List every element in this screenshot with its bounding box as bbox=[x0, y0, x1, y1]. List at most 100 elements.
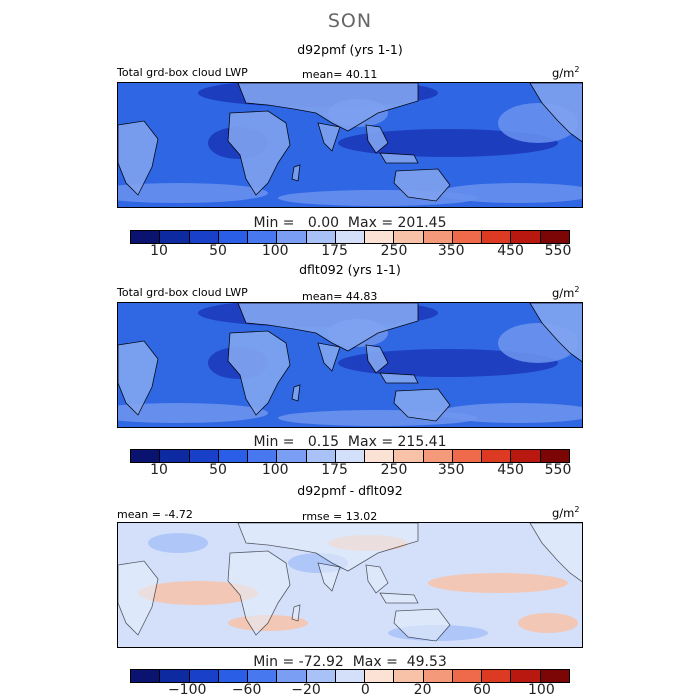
colorbar-tick-label: 350 bbox=[437, 243, 465, 259]
colorbar-tick-label: 250 bbox=[380, 243, 408, 259]
panel-3-title: d92pmf - dflt092 bbox=[297, 483, 403, 498]
coastline bbox=[237, 523, 419, 572]
colorbar-tick-label: 100 bbox=[528, 682, 555, 698]
colorbar-swatch bbox=[482, 670, 512, 682]
panel-2-colorbar bbox=[130, 449, 570, 463]
field-region bbox=[518, 613, 578, 633]
colorbar-swatch bbox=[335, 670, 366, 682]
colorbar-swatch bbox=[277, 231, 307, 243]
colorbar-tick-label: 60 bbox=[473, 682, 491, 698]
coastline bbox=[118, 560, 159, 636]
field-region bbox=[438, 403, 582, 423]
colorbar-swatch bbox=[365, 231, 395, 243]
colorbar-swatch bbox=[189, 670, 219, 682]
colorbar-tick-label: 450 bbox=[497, 462, 524, 478]
colorbar-swatch bbox=[540, 670, 569, 682]
panel-1-mean: mean= 40.11 bbox=[302, 68, 378, 81]
colorbar-swatch bbox=[277, 670, 307, 682]
colorbar-tick-label: 50 bbox=[209, 243, 227, 259]
colorbar-swatch bbox=[160, 450, 190, 462]
coastline bbox=[237, 83, 419, 132]
panel-1-colorbar bbox=[130, 230, 570, 244]
coastline bbox=[291, 164, 301, 182]
colorbar-swatch bbox=[218, 670, 249, 682]
colorbar-swatch bbox=[482, 450, 512, 462]
coastline bbox=[365, 124, 389, 154]
colorbar-swatch bbox=[189, 231, 219, 243]
colorbar-swatch bbox=[394, 450, 424, 462]
panel-2-mean: mean= 44.83 bbox=[302, 290, 378, 303]
colorbar-swatch bbox=[423, 231, 453, 243]
colorbar-swatch bbox=[394, 670, 424, 682]
colorbar-swatch bbox=[306, 670, 336, 682]
colorbar-tick-label: 450 bbox=[497, 243, 524, 259]
coastline bbox=[227, 110, 291, 196]
colorbar-tick-label: −100 bbox=[167, 682, 207, 698]
colorbar-tick-label: 550 bbox=[544, 243, 572, 259]
colorbar-tick-label: 10 bbox=[150, 243, 168, 259]
colorbar-swatch bbox=[131, 670, 161, 682]
colorbar-swatch bbox=[540, 231, 569, 243]
colorbar-swatch bbox=[160, 670, 190, 682]
colorbar-swatch bbox=[452, 231, 483, 243]
colorbar-swatch bbox=[277, 450, 307, 462]
coastline bbox=[118, 340, 159, 416]
coastline bbox=[291, 604, 301, 622]
colorbar-tick-label: 10 bbox=[150, 462, 168, 478]
colorbar-swatch bbox=[365, 670, 395, 682]
panel-2-colorbar-ticks: 10 50 100 175 250 350 450 550 bbox=[130, 462, 571, 480]
coastline bbox=[291, 384, 301, 402]
colorbar-swatch bbox=[365, 450, 395, 462]
colorbar-swatch bbox=[189, 450, 219, 462]
colorbar-tick-label: 550 bbox=[544, 462, 572, 478]
colorbar-swatch bbox=[131, 450, 161, 462]
panel-3-mean: mean = -4.72 bbox=[117, 508, 193, 521]
coastline bbox=[529, 83, 582, 143]
panel-1-minmax: Min = 0.00 Max = 201.45 bbox=[253, 215, 447, 231]
panel-3-map bbox=[117, 522, 583, 648]
coastline bbox=[393, 388, 451, 422]
colorbar-swatch bbox=[218, 450, 249, 462]
coastline bbox=[227, 330, 291, 416]
panel-3-colorbar bbox=[130, 669, 570, 683]
coastline bbox=[365, 564, 389, 594]
colorbar-swatch bbox=[131, 231, 161, 243]
colorbar-swatch bbox=[423, 450, 453, 462]
panel-1-title: d92pmf (yrs 1-1) bbox=[297, 42, 403, 57]
panel-1-map bbox=[117, 82, 583, 208]
colorbar-tick-label: 175 bbox=[321, 462, 348, 478]
field-region bbox=[338, 129, 558, 157]
coastline bbox=[379, 152, 419, 164]
colorbar-swatch bbox=[511, 670, 541, 682]
panel-2-map bbox=[117, 302, 583, 428]
field-region bbox=[148, 533, 208, 553]
colorbar-swatch bbox=[306, 450, 336, 462]
colorbar-tick-label: 250 bbox=[380, 462, 408, 478]
colorbar-swatch bbox=[452, 450, 483, 462]
panel-3-unit: g/m2 bbox=[552, 505, 580, 520]
colorbar-tick-label: −60 bbox=[231, 682, 262, 698]
coastline bbox=[393, 168, 451, 202]
field-region bbox=[428, 573, 568, 593]
coastline bbox=[118, 120, 159, 196]
panel-2-field-label: Total grd-box cloud LWP bbox=[117, 286, 248, 299]
colorbar-swatch bbox=[248, 670, 278, 682]
colorbar-tick-label: −20 bbox=[291, 682, 321, 698]
colorbar-swatch bbox=[511, 231, 541, 243]
colorbar-swatch bbox=[306, 231, 336, 243]
colorbar-swatch bbox=[511, 450, 541, 462]
panel-3-minmax: Min = -72.92 Max = 49.53 bbox=[253, 654, 447, 670]
panel-1-field-label: Total grd-box cloud LWP bbox=[117, 66, 248, 79]
colorbar-swatch bbox=[160, 231, 190, 243]
colorbar-swatch bbox=[423, 670, 453, 682]
coastline bbox=[317, 122, 341, 152]
coastline bbox=[365, 344, 389, 374]
colorbar-swatch bbox=[540, 450, 569, 462]
panel-3-colorbar-ticks: −100 −60 −20 0 20 60 100 bbox=[130, 682, 570, 700]
colorbar-swatch bbox=[248, 231, 278, 243]
field-region bbox=[338, 349, 558, 377]
colorbar-swatch bbox=[335, 450, 366, 462]
coastline bbox=[529, 523, 582, 583]
panel-3-rmse: rmse = 13.02 bbox=[302, 510, 378, 523]
coastline bbox=[227, 550, 291, 636]
